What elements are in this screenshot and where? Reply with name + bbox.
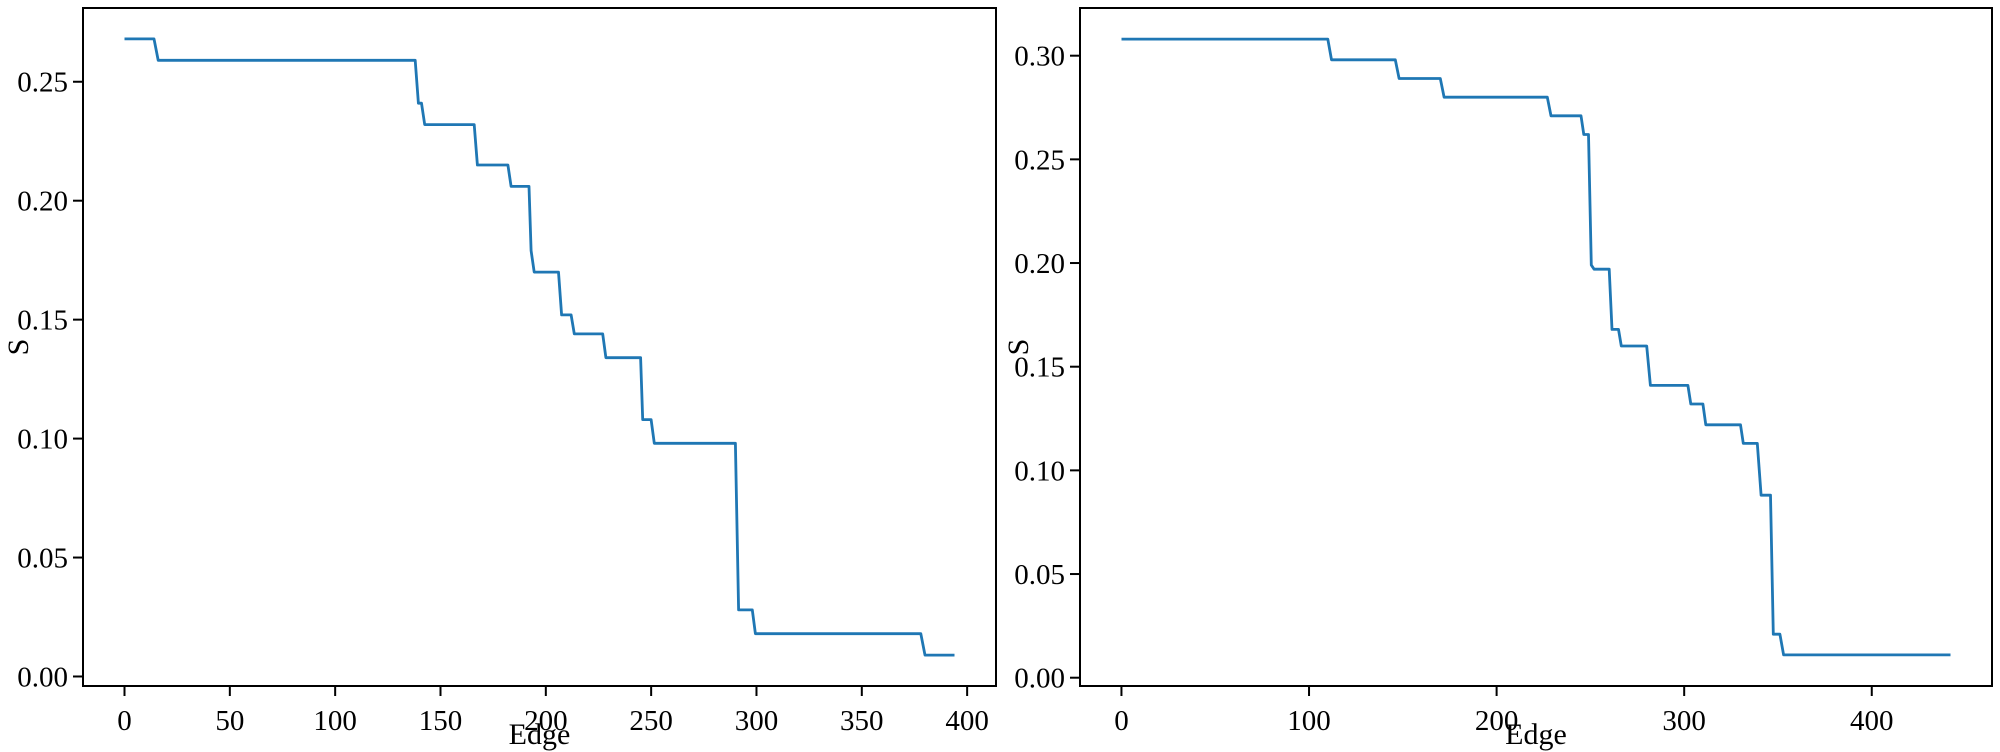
x-tick-label: 0 (1114, 705, 1129, 737)
chart-panel-left: 0 50 100 150 200 250 300 350 400 0.00 0.05 0.10 0.15… (2, 7, 997, 751)
x-tick-label: 150 (419, 705, 463, 737)
chart-left: 0 50 100 150 200 250 300 350 400 0.00 0.05 0.10 0.15… (2, 7, 997, 751)
data-line (124, 37, 955, 657)
y-tick-label: 0.20 (17, 186, 68, 218)
y-axis-label: S (2, 339, 35, 356)
x-tick-label: 50 (215, 705, 244, 737)
x-tick-label: 0 (117, 705, 132, 737)
x-axis-label: Edge (1505, 718, 1567, 751)
x-tick-label: 400 (1850, 705, 1894, 737)
y-axis-label: S (1002, 339, 1035, 356)
y-tick-label: 0.15 (17, 305, 68, 337)
y-tick-label: 0.00 (17, 661, 68, 693)
y-tick-label: 0.20 (1014, 248, 1065, 280)
y-tick-label: 0.10 (1014, 455, 1065, 487)
x-tick-label: 200 (524, 705, 568, 737)
y-tick-label: 0.00 (1014, 663, 1065, 695)
y-tick-label: 0.30 (1014, 41, 1065, 73)
x-tick-label: 250 (629, 705, 673, 737)
y-tick-label: 0.15 (1014, 352, 1065, 384)
x-tick-label: 200 (1475, 705, 1519, 737)
x-tick-label: 350 (840, 705, 884, 737)
chart-panel-right: 0 100 200 300 400 0.00 0.05 0.10 0.15 0.20 0.25 0.3… (1000, 0, 2000, 752)
x-tick-label: 100 (1287, 705, 1331, 737)
y-tick-label: 0.05 (17, 543, 68, 575)
data-line (1121, 37, 1951, 657)
y-tick-label: 0.25 (1014, 144, 1065, 176)
x-tick-label: 300 (735, 705, 779, 737)
plot-border (1079, 7, 1993, 687)
x-tick-label: 100 (313, 705, 357, 737)
x-axis-label: Edge (509, 718, 571, 751)
plot-border (82, 7, 997, 687)
x-tick-label: 300 (1662, 705, 1706, 737)
x-tick-label: 400 (945, 705, 989, 737)
y-tick-label: 0.25 (17, 67, 68, 99)
y-tick-label: 0.05 (1014, 559, 1065, 591)
chart-right: 0 100 200 300 400 0.00 0.05 0.10 0.15 0.20 0.25 0.3… (1002, 7, 1993, 751)
y-tick-label: 0.10 (17, 424, 68, 456)
